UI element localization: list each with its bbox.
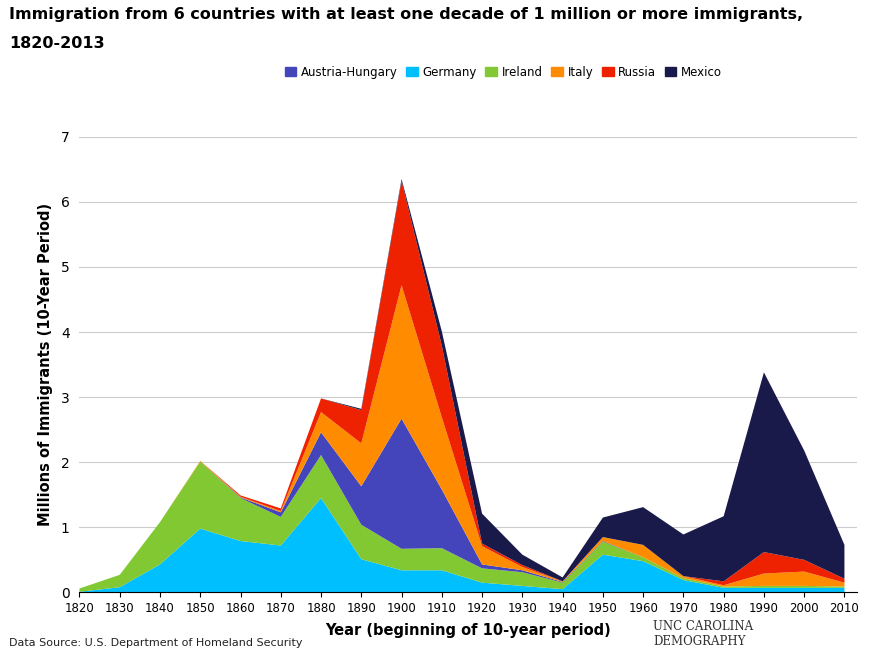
Text: 1820-2013: 1820-2013: [9, 36, 104, 51]
Text: UNC CAROLINA
DEMOGRAPHY: UNC CAROLINA DEMOGRAPHY: [653, 620, 753, 648]
Text: Immigration from 6 countries with at least one decade of 1 million or more immig: Immigration from 6 countries with at lea…: [9, 7, 803, 21]
Text: Data Source: U.S. Department of Homeland Security: Data Source: U.S. Department of Homeland…: [9, 638, 302, 648]
X-axis label: Year (beginning of 10-year period): Year (beginning of 10-year period): [325, 624, 611, 639]
Y-axis label: Millions of Immigrants (10-Year Period): Millions of Immigrants (10-Year Period): [38, 203, 53, 526]
Legend: Austria-Hungary, Germany, Ireland, Italy, Russia, Mexico: Austria-Hungary, Germany, Ireland, Italy…: [280, 61, 727, 84]
